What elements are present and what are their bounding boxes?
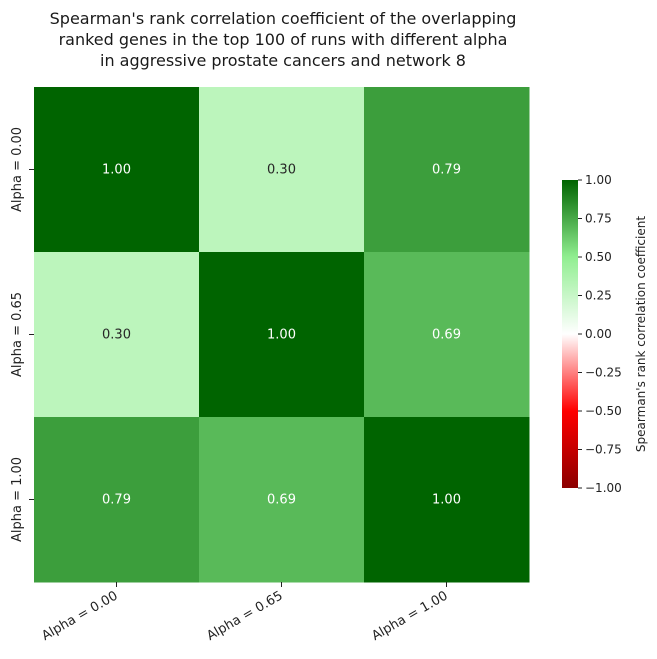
colorbar-tick-label: 1.00 — [585, 173, 612, 187]
colorbar-tick-label: 0.75 — [585, 212, 612, 226]
y-tick-label: Alpha = 0.65 — [10, 292, 25, 377]
colorbar-tick-label: −0.25 — [585, 366, 622, 380]
x-axis: Alpha = 0.00 Alpha = 0.65 Alpha = 1.00 — [39, 582, 451, 644]
heatmap-cell-labels: 1.00 0.30 0.79 0.30 1.00 0.69 0.79 0.69 1.00 — [102, 163, 461, 508]
colorbar-tick-label: −0.50 — [585, 404, 622, 418]
heatmap-cell — [34, 252, 200, 418]
x-tick-label: Alpha = 0.00 — [39, 588, 120, 644]
heatmap-cell — [34, 417, 200, 583]
heatmap-cells — [34, 87, 530, 583]
colorbar-tick-label: −0.75 — [585, 443, 622, 457]
heatmap-cell — [199, 87, 365, 253]
heatmap-cell — [364, 417, 530, 583]
heatmap-cell — [364, 252, 530, 418]
chart-title: Spearman's rank correlation coefficient … — [0, 8, 566, 71]
colorbar-tick-label: −1.00 — [585, 481, 622, 495]
cell-value-label: 1.00 — [267, 328, 296, 343]
y-tick-label: Alpha = 1.00 — [10, 457, 25, 542]
y-tick-label: Alpha = 0.00 — [10, 127, 25, 212]
cell-value-label: 0.69 — [267, 493, 296, 508]
cell-value-label: 0.79 — [432, 163, 461, 178]
heatmap-cell — [199, 417, 365, 583]
colorbar-label: Spearman's rank correlation coefficient — [634, 216, 648, 452]
y-axis: Alpha = 0.00 Alpha = 0.65 Alpha = 1.00 — [10, 127, 34, 542]
colorbar-tick-label: 0.00 — [585, 327, 612, 341]
x-tick-label: Alpha = 0.65 — [204, 588, 285, 644]
colorbar-gradient — [562, 180, 578, 488]
colorbar-ticks: 1.00 0.75 0.50 0.25 0.00 −0.25 −0.50 −0.75 −1.00 — [578, 173, 622, 495]
cell-value-label: 0.79 — [102, 493, 131, 508]
colorbar: 1.00 0.75 0.50 0.25 0.00 −0.25 −0.50 −0.75 −1.00… — [562, 173, 648, 495]
cell-value-label: 1.00 — [432, 493, 461, 508]
chart-title-line-2: ranked genes in the top 100 of runs with… — [58, 30, 508, 49]
colorbar-tick-label: 0.25 — [585, 289, 612, 303]
heatmap-cell — [199, 252, 365, 418]
chart-title-line-3: in aggressive prostate cancers and netwo… — [100, 51, 466, 70]
cell-value-label: 0.30 — [267, 163, 296, 178]
heatmap-cell — [364, 87, 530, 253]
cell-value-label: 1.00 — [102, 163, 131, 178]
cell-value-label: 0.30 — [102, 328, 131, 343]
heatmap-cell — [34, 87, 200, 253]
chart-title-line-1: Spearman's rank correlation coefficient … — [49, 9, 517, 28]
colorbar-tick-label: 0.50 — [585, 250, 612, 264]
cell-value-label: 0.69 — [432, 328, 461, 343]
x-tick-label: Alpha = 1.00 — [369, 588, 450, 644]
